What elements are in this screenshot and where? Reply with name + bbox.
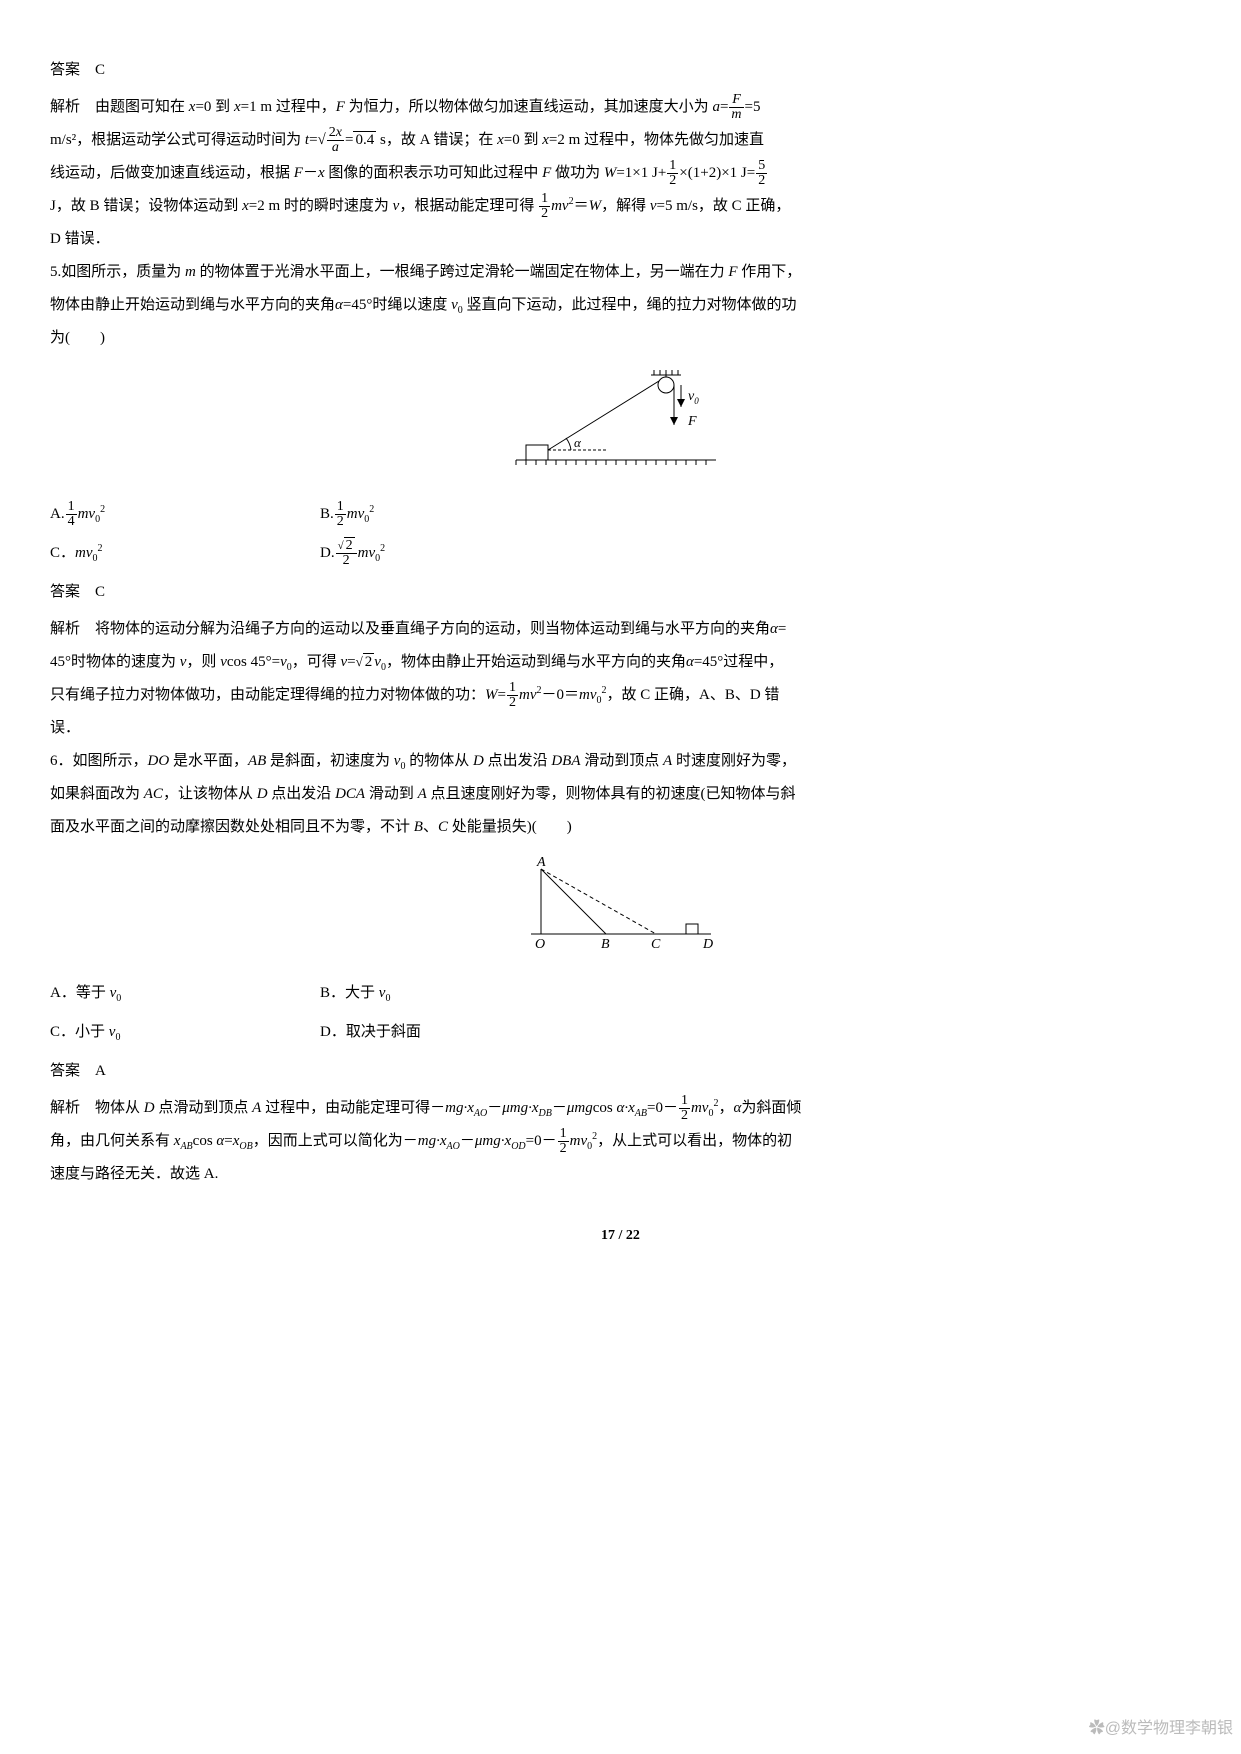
q6-optB: B．大于 v0: [320, 977, 590, 1010]
q5-figure: α v0 F: [50, 365, 1191, 488]
q6-stem1: 6．如图所示，DO 是水平面，AB 是斜面，初速度为 v0 的物体从 D 点出发…: [50, 745, 1191, 778]
q6-stem3: 面及水平面之间的动摩擦因数处处相同且不为零，不计 B、C 处能量损失)( ): [50, 811, 1191, 844]
expl4-p3: 线运动，后做变加速直线运动，根据 F－x 图像的面积表示功可知此过程中 F 做功…: [50, 157, 1191, 190]
q6-optD: D．取决于斜面: [320, 1016, 590, 1049]
q6-optC: C．小于 v0: [50, 1016, 320, 1049]
ans-label: 答案: [50, 1063, 80, 1079]
svg-text:D: D: [702, 937, 713, 952]
q5-stem2: 物体由静止开始运动到绳与水平方向的夹角α=45°时绳以速度 v0 竖直向下运动，…: [50, 289, 1191, 322]
q5-stem3: 为( ): [50, 322, 1191, 355]
expl4-p1: 解析 由题图可知在 x=0 到 x=1 m 过程中，F 为恒力，所以物体做匀加速…: [50, 91, 1191, 124]
q5-options2: C．mv02 D.√22mv02: [50, 537, 1191, 570]
ans-value: C: [95, 62, 105, 78]
svg-text:B: B: [601, 937, 610, 952]
expl5-p1: 解析 将物体的运动分解为沿绳子方向的运动以及垂直绳子方向的运动，则当物体运动到绳…: [50, 613, 1191, 646]
svg-text:O: O: [535, 937, 545, 952]
ans5-line: 答案 C: [50, 576, 1191, 609]
watermark: ✿@数学物理李朝银: [1089, 1711, 1233, 1746]
q5-optC: C．mv02: [50, 537, 320, 570]
q6-figure: A O B C D: [50, 854, 1191, 967]
q5-optD: D.√22mv02: [320, 537, 590, 570]
expl-label: 解析: [50, 99, 80, 115]
page-number: 17 / 22: [50, 1221, 1191, 1252]
q5-optB: B.12mv02: [320, 498, 590, 531]
svg-text:F: F: [687, 414, 697, 429]
expl6-p2: 角，由几何关系有 xABcos α=xOB，因而上式可以简化为－mg·xAO－μ…: [50, 1125, 1191, 1158]
expl5-p4: 误．: [50, 712, 1191, 745]
q6-optA: A．等于 v0: [50, 977, 320, 1010]
q5-optA: A.14mv02: [50, 498, 320, 531]
ans-value: C: [95, 584, 105, 600]
svg-text:α: α: [574, 435, 582, 450]
q6-options2: C．小于 v0 D．取决于斜面: [50, 1016, 1191, 1049]
svg-text:C: C: [651, 937, 661, 952]
ans4-line: 答案 C: [50, 54, 1191, 87]
expl-label: 解析: [50, 1100, 80, 1116]
q6-stem2: 如果斜面改为 AC，让该物体从 D 点出发沿 DCA 滑动到 A 点且速度刚好为…: [50, 778, 1191, 811]
expl5-p3: 只有绳子拉力对物体做功，由动能定理得绳的拉力对物体做的功：W=12mv2－0＝m…: [50, 679, 1191, 712]
svg-text:A: A: [536, 855, 546, 870]
ans-label: 答案: [50, 584, 80, 600]
ans-label: 答案: [50, 62, 80, 78]
expl4-p2: m/s²，根据运动学公式可得运动时间为 t=√2xa=0.4 s，故 A 错误；…: [50, 124, 1191, 157]
expl6-p3: 速度与路径无关．故选 A.: [50, 1158, 1191, 1191]
expl6-p1: 解析 物体从 D 点滑动到顶点 A 过程中，由动能定理可得－mg·xAO－μmg…: [50, 1092, 1191, 1125]
svg-text:v0: v0: [688, 389, 699, 406]
expl4-p5: D 错误．: [50, 223, 1191, 256]
q5-options: A.14mv02 B.12mv02: [50, 498, 1191, 531]
q6-options: A．等于 v0 B．大于 v0: [50, 977, 1191, 1010]
ans-value: A: [95, 1063, 106, 1079]
ans6-line: 答案 A: [50, 1055, 1191, 1088]
q5-stem1: 5.如图所示，质量为 m 的物体置于光滑水平面上，一根绳子跨过定滑轮一端固定在物…: [50, 256, 1191, 289]
expl-label: 解析: [50, 621, 80, 637]
expl5-p2: 45°时物体的速度为 v，则 vcos 45°=v0，可得 v=√2v0，物体由…: [50, 646, 1191, 679]
expl4-p4: J，故 B 错误；设物体运动到 x=2 m 时的瞬时速度为 v，根据动能定理可得…: [50, 190, 1191, 223]
